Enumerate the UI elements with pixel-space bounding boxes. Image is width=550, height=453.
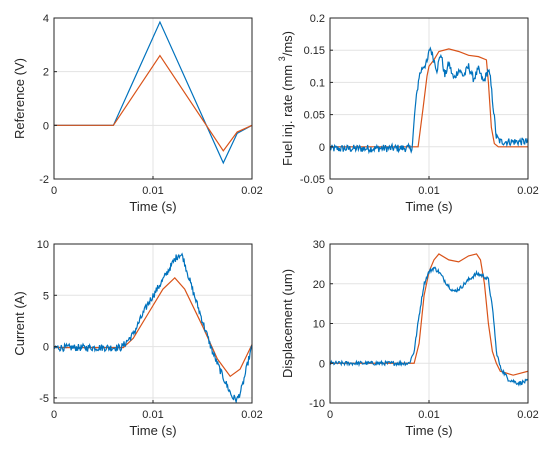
current-y-axis-label: Current (A) xyxy=(12,291,27,355)
reference-x-tick-label: 0.02 xyxy=(241,185,262,197)
current-x-axis-label: Time (s) xyxy=(129,423,176,438)
reference-x-tick-label: 0 xyxy=(51,185,57,197)
reference-x-tick-label: 0.01 xyxy=(142,185,163,197)
displacement-y-tick-label: 0 xyxy=(319,358,325,370)
displacement-x-axis-label: Time (s) xyxy=(405,423,452,438)
fuel-rate-series-line xyxy=(330,48,528,148)
current-x-tick-label: 0.02 xyxy=(241,409,262,421)
displacement-x-tick-label: 0 xyxy=(327,409,333,421)
fuel-rate-y-axis-label: Fuel inj. rate (mm 3/ms) xyxy=(277,31,295,166)
fuel-rate-y-tick-label: -0.05 xyxy=(300,174,325,186)
displacement-y-tick-label: 30 xyxy=(313,239,325,251)
current-y-tick-label: 5 xyxy=(43,290,49,302)
reference-y-axis-label: Reference (V) xyxy=(12,58,27,139)
fuel-rate-x-tick-label: 0.02 xyxy=(517,185,538,197)
displacement-x-tick-label: 0.02 xyxy=(517,409,538,421)
current-x-tick-label: 0.01 xyxy=(142,409,163,421)
displacement-y-tick-label: -10 xyxy=(309,398,325,410)
displacement-y-axis-label: Displacement (um) xyxy=(280,269,295,378)
current-series-line xyxy=(54,252,252,403)
current-y-tick-label: 10 xyxy=(37,239,49,251)
current-x-tick-label: 0 xyxy=(51,409,57,421)
current-y-tick-label: -5 xyxy=(39,393,49,405)
fuel-rate-x-tick-label: 0.01 xyxy=(418,185,439,197)
fuel-rate-y-tick-label: 0 xyxy=(319,142,325,154)
displacement-series-line xyxy=(330,266,528,387)
current-series-line xyxy=(54,276,252,378)
reference-y-tick-label: 2 xyxy=(43,67,49,79)
reference-series-line xyxy=(54,54,252,152)
current-y-tick-label: 0 xyxy=(43,342,49,354)
fuel-rate-y-tick-label: 0.05 xyxy=(304,110,325,122)
displacement-y-tick-label: 10 xyxy=(313,319,325,331)
reference-x-axis-label: Time (s) xyxy=(129,199,176,214)
fuel-rate-y-tick-label: 0.1 xyxy=(310,77,325,89)
reference-y-tick-label: -2 xyxy=(39,174,49,186)
displacement-x-tick-label: 0.01 xyxy=(418,409,439,421)
reference-y-tick-label: 0 xyxy=(43,120,49,132)
fuel-rate-y-tick-label: 0.2 xyxy=(310,13,325,25)
fuel-rate-x-tick-label: 0 xyxy=(327,185,333,197)
fuel-rate-series-line xyxy=(330,46,528,155)
fuel-rate-y-tick-label: 0.15 xyxy=(304,45,325,57)
displacement-series-line xyxy=(330,253,528,376)
reference-y-tick-label: 4 xyxy=(43,13,49,25)
displacement-y-tick-label: 20 xyxy=(313,279,325,291)
fuel-rate-x-axis-label: Time (s) xyxy=(405,199,452,214)
